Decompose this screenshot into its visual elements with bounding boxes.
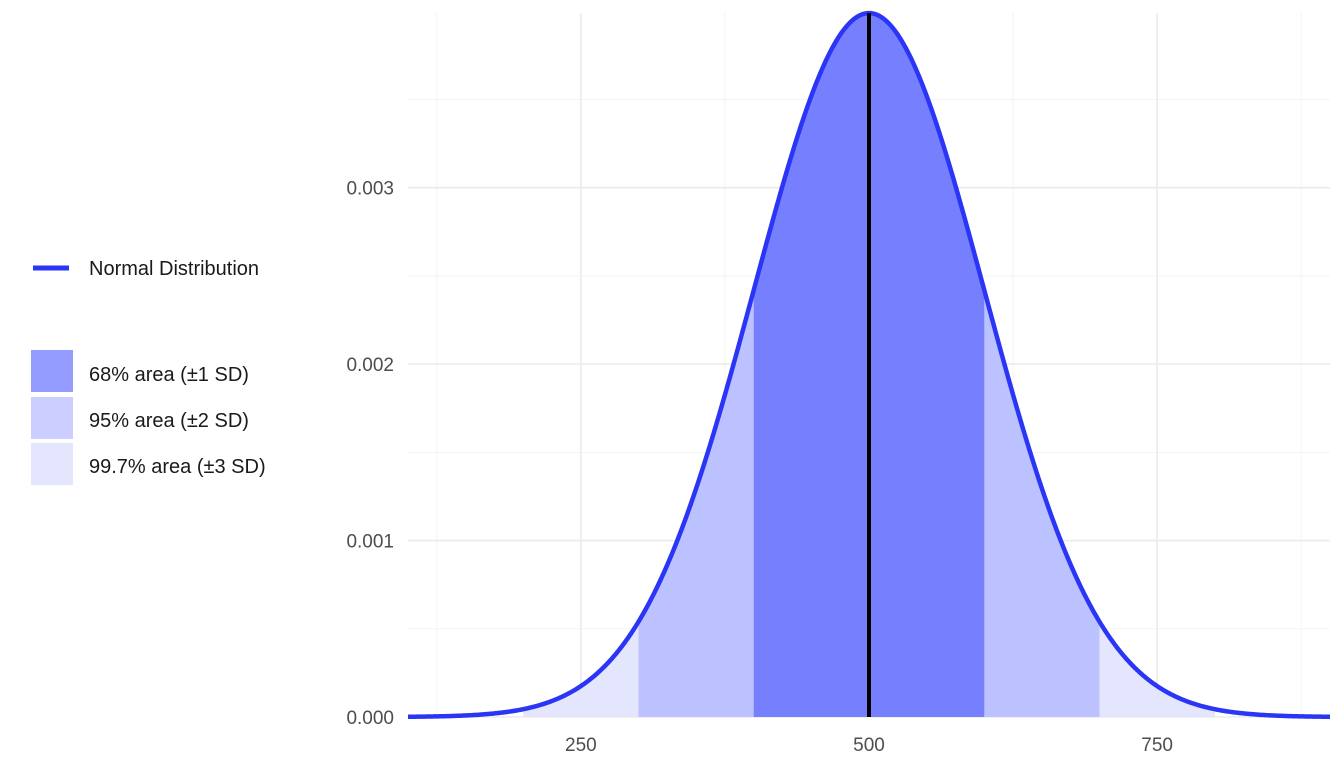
legend-key-68 — [31, 350, 73, 392]
legend: Normal Distribution 68% area (±1 SD) 95%… — [31, 258, 266, 485]
legend-label-68: 68% area (±1 SD) — [89, 364, 249, 386]
legend-label-95: 95% area (±2 SD) — [89, 410, 249, 432]
legend-label-99-7: 99.7% area (±3 SD) — [89, 456, 266, 478]
y-tick-label: 0.000 — [346, 708, 394, 729]
legend-key-99-7 — [31, 443, 73, 485]
legend-label-normal-distribution: Normal Distribution — [89, 258, 259, 280]
x-axis: 250 500 750 — [565, 735, 1173, 756]
y-tick-label: 0.001 — [346, 532, 394, 553]
y-tick-label: 0.003 — [346, 179, 394, 200]
density-curve-layer — [407, 10, 1331, 720]
y-tick-label: 0.002 — [346, 355, 394, 376]
y-axis: 0.000 0.001 0.002 0.003 — [346, 179, 394, 729]
x-tick-label: 750 — [1141, 735, 1173, 756]
density-curve — [407, 10, 1331, 720]
x-tick-label: 500 — [853, 735, 885, 756]
x-tick-label: 250 — [565, 735, 597, 756]
legend-key-95 — [31, 397, 73, 439]
